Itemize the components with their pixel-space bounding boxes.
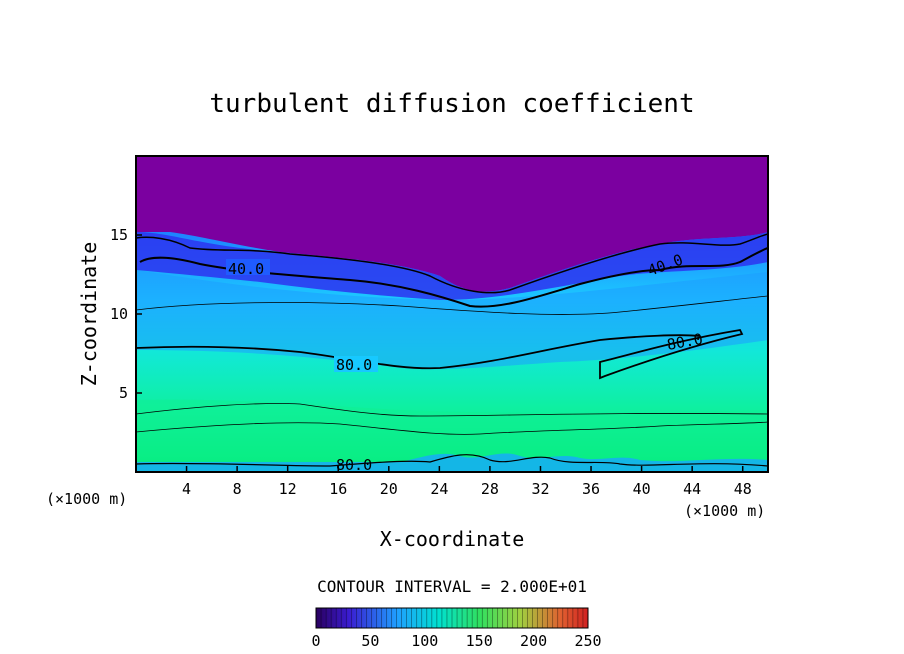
contour-lower-thin (136, 403, 768, 417)
x-tick-label: 12 (279, 480, 297, 498)
contour-80-right (599, 329, 744, 380)
contour-interval-label: CONTOUR INTERVAL = 2.000E+01 (317, 577, 587, 596)
contour-label-bg-0 (226, 259, 270, 275)
contour-label-bg-2 (334, 356, 378, 372)
y-tick-label: 15 (110, 226, 128, 244)
x-unit-left: (×1000 m) (46, 490, 127, 508)
colorbar-tick-label: 150 (466, 632, 493, 650)
colorbar-tick-label: 250 (574, 632, 601, 650)
contour-mid-thin (136, 295, 768, 315)
colorbar-tick-label: 0 (311, 632, 320, 650)
y-tick-label: 10 (110, 305, 128, 323)
colorbar-ticks: 0 50 100 150 200 250 (311, 632, 601, 650)
x-unit-right: (×1000 m) (684, 502, 765, 520)
colorbar-tick-label: 100 (411, 632, 438, 650)
contour-label-4: 80.0 (336, 456, 372, 474)
plot-field (136, 156, 768, 472)
x-tick-label: 20 (380, 480, 398, 498)
x-tick-label: 36 (582, 480, 600, 498)
x-tick-label: 8 (233, 480, 242, 498)
x-tick-label: 44 (683, 480, 701, 498)
contour-surface (136, 454, 768, 467)
upper-region (136, 156, 768, 292)
contour-lower-thin-2 (136, 421, 768, 435)
x-tick-label: 40 (633, 480, 651, 498)
contour-label-2: 80.0 (336, 356, 372, 374)
x-tick-label: 28 (481, 480, 499, 498)
contour-label-0: 40.0 (228, 260, 264, 278)
blue-band (136, 232, 768, 300)
contour-40-top (136, 233, 768, 294)
colorbar-tick-label: 200 (520, 632, 547, 650)
lower-band (136, 399, 768, 472)
x-tick-label: 4 (182, 480, 191, 498)
y-axis-title: Z-coordinate (77, 242, 101, 387)
chart-title: turbulent diffusion coefficient (209, 89, 694, 119)
x-tick-label: 24 (430, 480, 448, 498)
contour-label-3: 80.0 (666, 330, 705, 354)
colorbar-stripes (320, 608, 584, 628)
x-tick-label: 32 (531, 480, 549, 498)
y-tick-label: 5 (119, 384, 128, 402)
x-tick-label: 16 (329, 480, 347, 498)
colorbar-tick-label: 50 (361, 632, 379, 650)
mid-band (136, 270, 768, 370)
contour-80 (136, 334, 701, 370)
surface-blobs (136, 453, 768, 472)
x-tick-label: 48 (734, 480, 752, 498)
x-axis-ticks: 4 8 12 16 20 24 28 32 36 40 44 48 (182, 466, 752, 498)
y-axis-ticks: 5 10 15 (110, 226, 142, 402)
x-axis-title: X-coordinate (380, 527, 525, 551)
